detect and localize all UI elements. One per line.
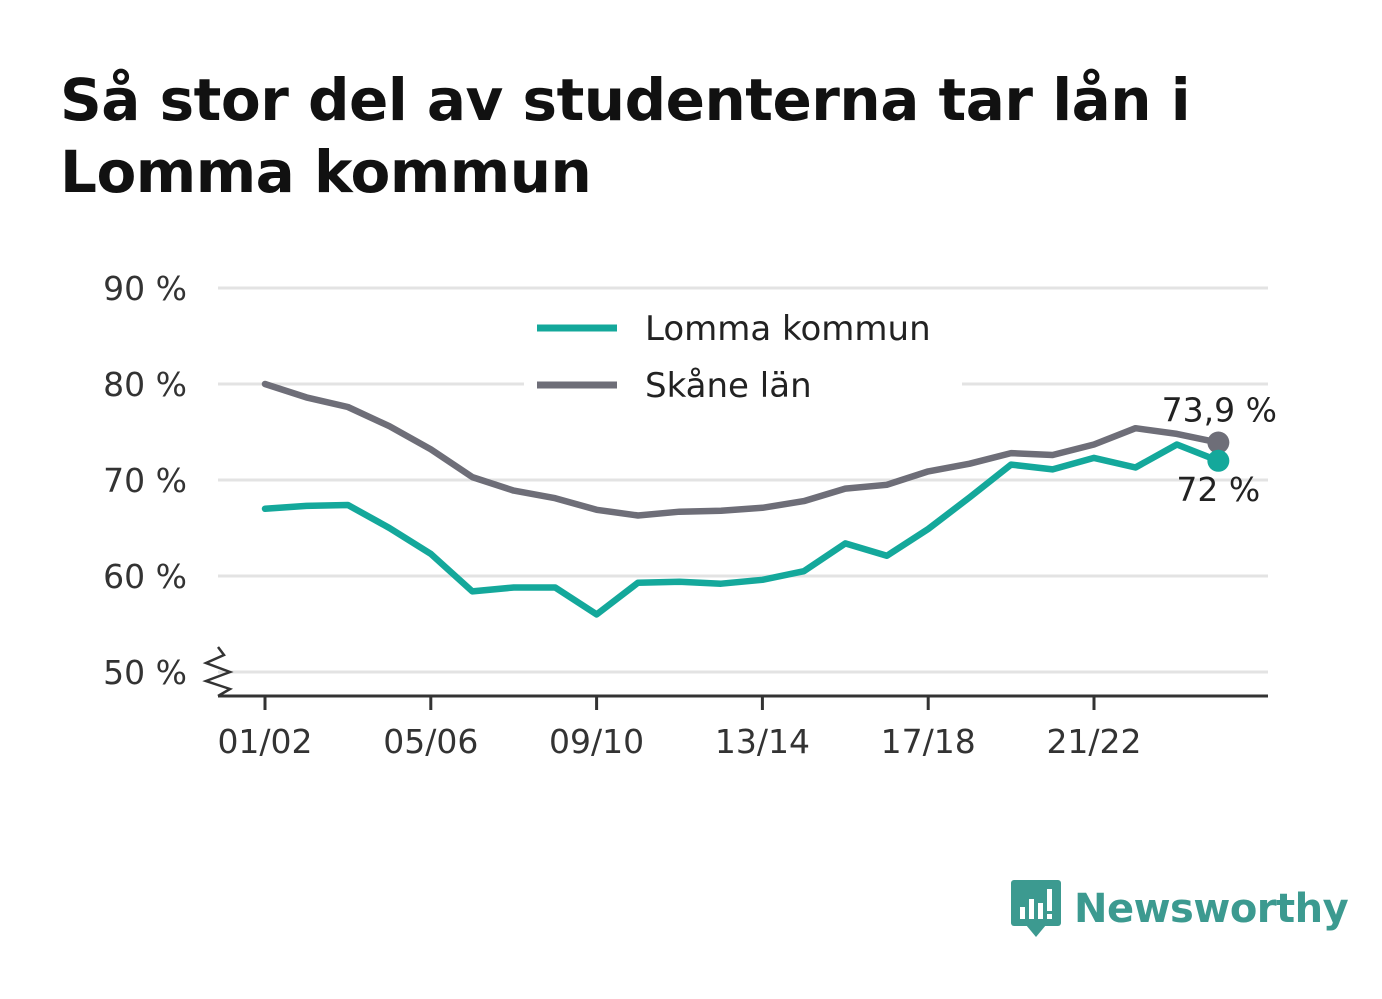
data-point [470,475,475,480]
brand-name: Newsworthy [1074,886,1349,932]
data-point [387,424,392,429]
x-tick-label: 01/02 [217,722,312,761]
x-axis-tick-labels: 01/02 05/06 09/10 13/14 17/18 21/22 [217,722,1141,761]
data-point [760,505,765,510]
end-point-marker [1207,449,1230,472]
data-point [1050,467,1055,472]
data-point [470,589,475,594]
data-point [594,507,599,512]
data-point [843,486,848,491]
x-tick-label: 09/10 [549,722,644,761]
data-point [718,508,723,513]
data-point [1174,442,1179,447]
data-point [1009,451,1014,456]
end-value-labels: 72 % 73,9 % [1162,391,1277,509]
data-point [636,580,641,585]
series-line [261,441,1222,618]
data-point [304,395,309,400]
data-point [511,585,516,590]
data-point [1050,453,1055,458]
y-tick-label: 60 % [103,557,187,596]
data-point [967,495,972,500]
data-point [926,526,931,531]
series-lines [261,380,1230,618]
data-point [926,469,931,474]
data-point [1092,442,1096,447]
data-point [884,482,889,487]
data-point [884,553,889,558]
end-value-label: 73,9 % [1162,391,1277,430]
data-point [967,461,972,466]
data-point [387,526,392,530]
data-point [677,509,682,514]
y-tick-label: 90 % [103,269,187,308]
data-point [1174,431,1179,436]
data-point [263,382,267,386]
x-tick-label: 05/06 [383,722,478,761]
legend-background [524,298,962,410]
data-point [1133,465,1138,470]
grid-lines [218,286,1268,674]
data-point [553,496,558,501]
x-tick-label: 13/14 [715,722,810,761]
legend-label: Lomma kommun [645,309,931,349]
y-axis-break-mark [202,646,234,698]
y-tick-label: 70 % [103,461,187,500]
data-point [760,577,765,582]
data-point [263,506,267,511]
legend-label: Skåne län [645,366,812,406]
end-value-label: 72 % [1176,470,1260,509]
newsworthy-brand: Newsworthy [1010,878,1349,940]
data-point [345,405,350,410]
chart-title: Så stor del av studenterna tar lån i Lom… [60,66,1191,206]
x-tick-label: 21/22 [1046,722,1141,761]
data-point [636,513,641,518]
data-point [594,612,599,617]
data-point [428,447,433,452]
data-point [345,502,350,507]
data-point [553,585,558,590]
y-axis-tick-labels: 50 % 60 % 70 % 80 % 90 % [103,269,187,692]
data-point [428,551,433,556]
data-point [801,569,806,574]
x-axis [202,646,1268,710]
y-tick-label: 80 % [103,365,187,404]
newsworthy-logo-icon [1011,880,1061,937]
data-point [677,579,682,584]
x-tick-label: 17/18 [881,722,976,761]
data-point [843,541,848,546]
data-point [1009,462,1014,467]
data-point [718,581,723,586]
data-point [1092,455,1096,460]
data-point [1133,426,1138,431]
end-point-marker [1207,431,1230,454]
series-line [261,380,1222,519]
y-tick-label: 50 % [103,653,187,692]
data-point [304,503,309,508]
data-point [801,499,806,504]
data-point [511,488,516,493]
legend: Lomma kommun Skåne län [524,298,962,410]
